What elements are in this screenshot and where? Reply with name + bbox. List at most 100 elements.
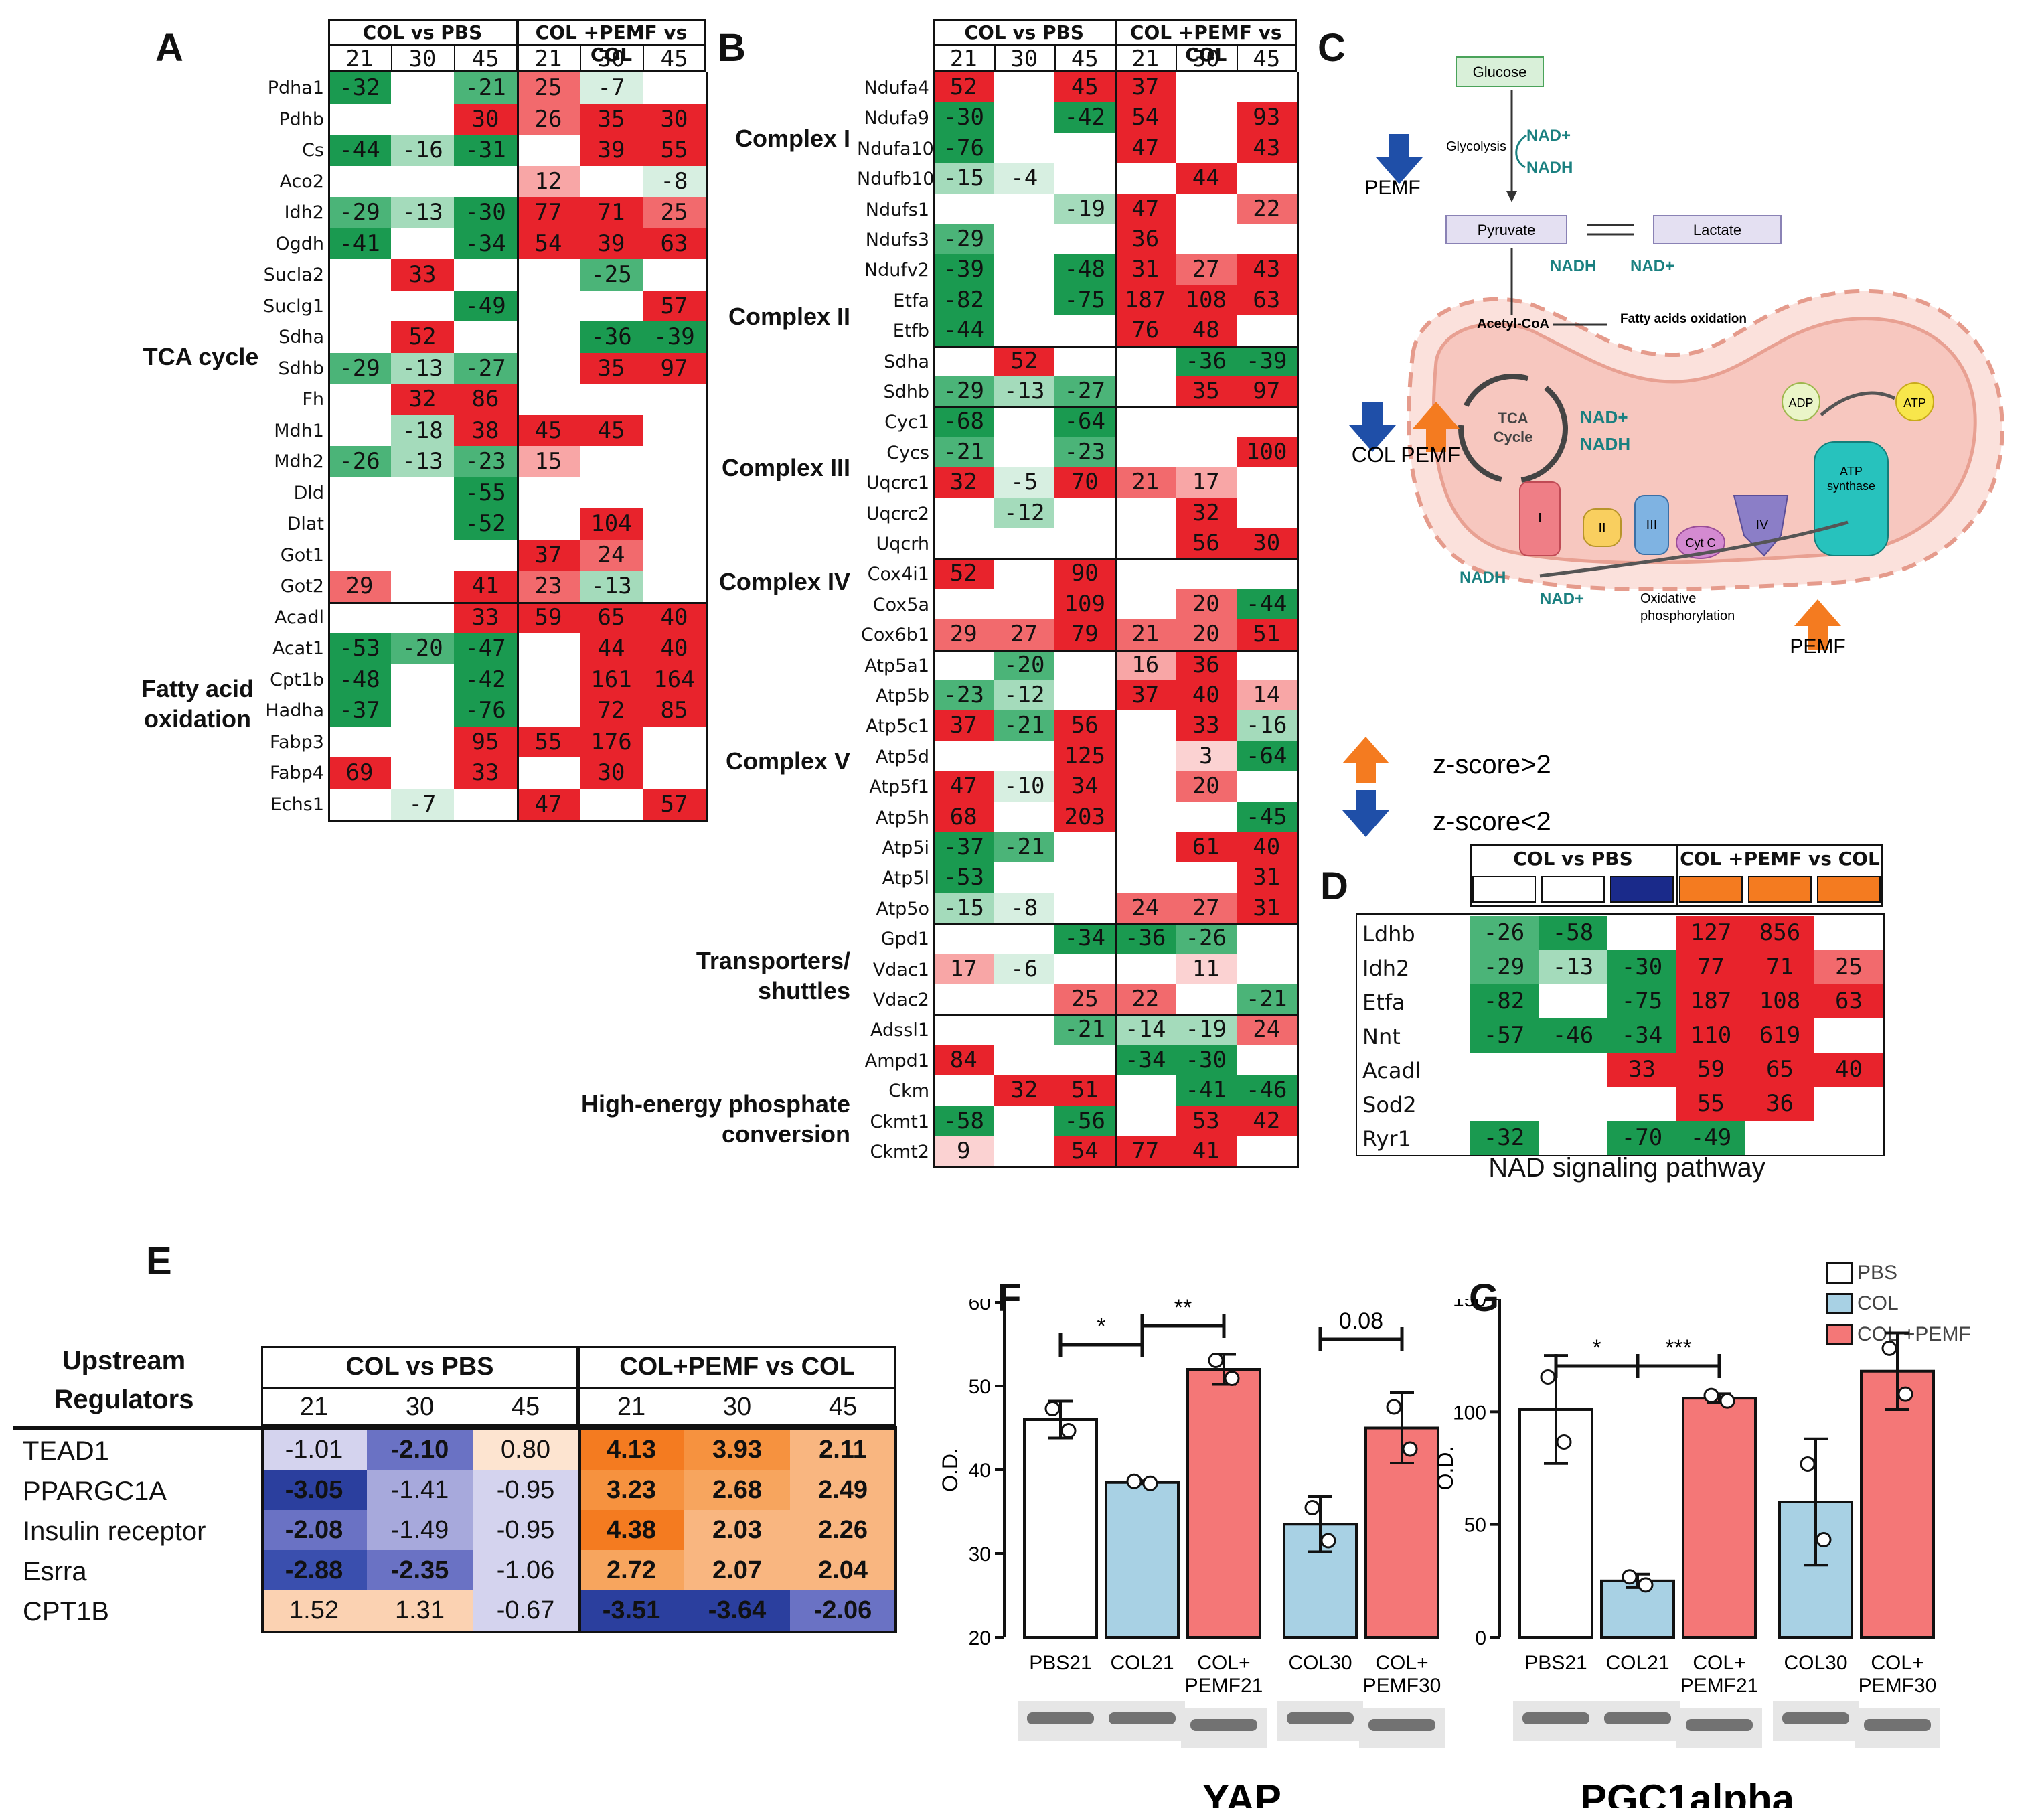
heatmap-cell: 35 bbox=[1176, 376, 1237, 407]
heatmap-cell bbox=[1054, 163, 1115, 194]
heatmap-cell bbox=[994, 133, 1054, 164]
e-zscore-cell: 0.80 bbox=[473, 1430, 578, 1470]
x-tick-label: COL+ bbox=[1871, 1652, 1923, 1674]
heatmap-cell: 24 bbox=[580, 539, 643, 571]
group-divider bbox=[933, 406, 1297, 409]
heatmap-cell bbox=[328, 508, 391, 540]
heatmap-cell: 95 bbox=[454, 726, 517, 757]
d-heatmap-cell bbox=[1814, 1087, 1883, 1121]
gene-label: Sdhb bbox=[278, 358, 324, 379]
gene-label: Got1 bbox=[280, 544, 324, 566]
heatmap-cell bbox=[1115, 862, 1176, 893]
heatmap-cell: 30 bbox=[643, 103, 706, 135]
heatmap-cell bbox=[933, 923, 994, 954]
y-tick-label: 20 bbox=[969, 1627, 991, 1649]
heatmap-cell bbox=[580, 290, 643, 321]
heatmap-cell: 161 bbox=[580, 664, 643, 695]
x-tick-label: COL30 bbox=[1784, 1652, 1847, 1674]
heatmap-cell: 25 bbox=[1054, 984, 1115, 1015]
atp-synthase bbox=[1814, 441, 1889, 556]
gene-label: Etfb bbox=[892, 321, 929, 342]
heatmap-cell: 32 bbox=[933, 467, 994, 498]
heatmap-cell: 76 bbox=[1115, 315, 1176, 346]
e-zscore-cell: 3.93 bbox=[684, 1430, 790, 1470]
e-zscore-cell: -2.06 bbox=[790, 1590, 896, 1631]
heatmap-cell bbox=[580, 384, 643, 415]
heatmap-cell: -39 bbox=[1236, 346, 1297, 376]
heatmap-cell bbox=[1236, 923, 1297, 954]
bar bbox=[1186, 1368, 1261, 1639]
e-zscore-cell: 2.11 bbox=[790, 1430, 896, 1470]
heatmap-cell bbox=[328, 601, 391, 633]
d-heatmap-cell: -30 bbox=[1607, 950, 1676, 984]
gene-label: Atp5c1 bbox=[866, 716, 929, 737]
gene-label: Cpt1b bbox=[270, 669, 324, 690]
e-left-border bbox=[261, 1426, 264, 1631]
gene-label: Cyc1 bbox=[884, 412, 929, 433]
category-complex-4: Complex IV bbox=[718, 568, 850, 595]
heatmap-cell bbox=[933, 194, 994, 224]
heatmap-cell: 35 bbox=[580, 352, 643, 384]
heatmap-cell bbox=[1236, 650, 1297, 680]
heatmap-cell bbox=[1236, 1136, 1297, 1167]
x-tick-label: COL21 bbox=[1110, 1652, 1174, 1674]
heatmap-cell: -49 bbox=[454, 290, 517, 321]
heatmap-cell: 56 bbox=[1176, 528, 1237, 559]
group-divider bbox=[933, 558, 1297, 561]
heatmap-cell bbox=[391, 539, 454, 571]
gene-label: Ckmt2 bbox=[870, 1142, 929, 1162]
heatmap-cell: 70 bbox=[1054, 467, 1115, 498]
heatmap-cell bbox=[391, 664, 454, 695]
gene-label: Fabp4 bbox=[269, 763, 324, 783]
heatmap-cell: 37 bbox=[517, 539, 580, 571]
gene-label: Atp5o bbox=[876, 898, 929, 919]
heatmap-cell bbox=[517, 259, 580, 291]
heatmap-cell bbox=[933, 984, 994, 1015]
heatmap-cell bbox=[1115, 498, 1176, 528]
heatmap-cell bbox=[1115, 1075, 1176, 1106]
heatmap-cell bbox=[1115, 163, 1176, 194]
heatmap-cell: -4 bbox=[994, 163, 1054, 194]
heatmap-cell: -25 bbox=[580, 259, 643, 291]
gene-label: Pdhb bbox=[279, 108, 324, 130]
heatmap-cell: -12 bbox=[994, 498, 1054, 528]
y-tick-label: 50 bbox=[1464, 1515, 1486, 1537]
nadh-1: NADH bbox=[1526, 159, 1573, 177]
heatmap-cell bbox=[391, 508, 454, 540]
d-heatmap-cell: 65 bbox=[1745, 1053, 1814, 1087]
e-header-pemf-vs-col: COL+PEMF vs COL bbox=[619, 1353, 855, 1381]
heatmap-cell: 43 bbox=[1236, 254, 1297, 285]
heatmap-cell bbox=[994, 315, 1054, 346]
heatmap-cell: 21 bbox=[1115, 619, 1176, 650]
pyruvate-box bbox=[1445, 215, 1567, 244]
heatmap-cell: -19 bbox=[1176, 1014, 1237, 1045]
category-complex-1: Complex I bbox=[734, 125, 850, 152]
heatmap-cell bbox=[517, 664, 580, 695]
heatmap-cell: 36 bbox=[1176, 650, 1237, 680]
pemf-label-2: PEMF bbox=[1790, 635, 1845, 658]
heatmap-cell bbox=[1176, 984, 1237, 1015]
heatmap-cell: 90 bbox=[1054, 558, 1115, 589]
heatmap-cell: 3 bbox=[1176, 741, 1237, 772]
e-zscore-cell: 2.72 bbox=[578, 1550, 684, 1590]
blot-band bbox=[1864, 1719, 1931, 1731]
heatmap-cell bbox=[1115, 741, 1176, 772]
x-tick-label: PBS21 bbox=[1524, 1652, 1587, 1674]
nadh-2: NADH bbox=[1550, 257, 1596, 275]
heatmap-cell bbox=[391, 103, 454, 135]
heatmap-cell: 31 bbox=[1236, 893, 1297, 924]
heatmap-cell bbox=[1236, 315, 1297, 346]
heatmap-cell bbox=[1176, 406, 1237, 437]
d-swatch bbox=[1610, 876, 1674, 903]
heatmap-cell: 47 bbox=[933, 771, 994, 802]
gene-label: Idh2 bbox=[284, 202, 324, 223]
heatmap-cell bbox=[1115, 346, 1176, 376]
heatmap-cell: -29 bbox=[933, 376, 994, 407]
heatmap-cell bbox=[994, 254, 1054, 285]
heatmap-cell bbox=[391, 477, 454, 508]
header-col-vs-pbs: COL vs PBS bbox=[964, 21, 1085, 44]
heatmap-cell bbox=[1236, 771, 1297, 802]
e-zscore-cell: 2.07 bbox=[684, 1550, 790, 1590]
pathway-diagram: Glucose Glycolysis NAD+ NADH Pyruvate La… bbox=[1342, 56, 2004, 837]
